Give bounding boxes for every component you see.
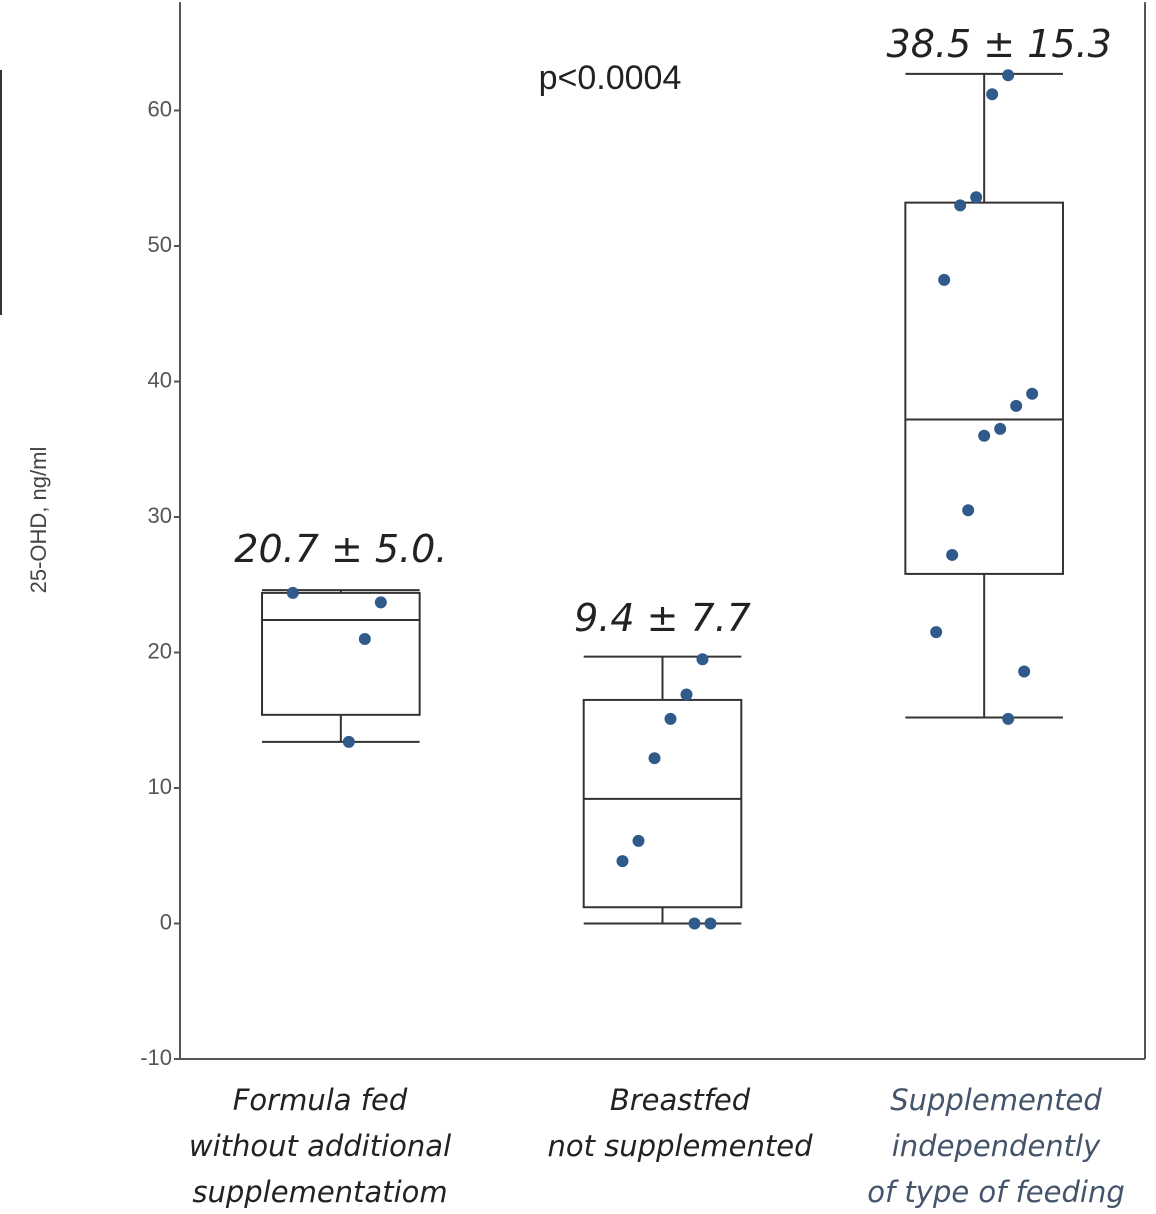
y-axis-label: 25-OHD, ng/ml bbox=[26, 447, 51, 594]
x-tick-label: independently bbox=[892, 1129, 1101, 1163]
data-point bbox=[1002, 712, 1015, 725]
data-point bbox=[632, 834, 645, 847]
data-point bbox=[930, 626, 943, 639]
data-point bbox=[986, 88, 999, 101]
box bbox=[261, 591, 421, 716]
annotation: 20.7 ± 5.0. bbox=[234, 527, 447, 571]
data-point bbox=[978, 429, 991, 442]
data-point bbox=[342, 735, 355, 748]
data-point bbox=[688, 917, 701, 930]
box bbox=[904, 201, 1064, 575]
data-point bbox=[664, 712, 677, 725]
x-tick-label: not supplemented bbox=[547, 1129, 813, 1163]
data-point bbox=[704, 917, 717, 930]
data-point bbox=[286, 586, 299, 599]
y-tick-label: -10 bbox=[140, 1045, 172, 1070]
data-point bbox=[1002, 69, 1015, 82]
y-tick-label: 0 bbox=[160, 909, 172, 934]
x-tick-label: of type of feeding bbox=[867, 1175, 1125, 1209]
data-point bbox=[374, 596, 387, 609]
data-point bbox=[994, 422, 1007, 435]
y-tick-label: 10 bbox=[148, 774, 172, 799]
x-tick-label: Breastfed bbox=[610, 1083, 751, 1117]
data-point bbox=[938, 273, 951, 286]
y-tick-label: 60 bbox=[148, 96, 172, 121]
y-tick-label: 50 bbox=[148, 232, 172, 257]
y-tick-label: 20 bbox=[148, 638, 172, 663]
data-point bbox=[680, 688, 693, 701]
x-tick-label: supplementatiom bbox=[192, 1175, 447, 1209]
y-tick-label: 30 bbox=[148, 503, 172, 528]
data-point bbox=[962, 504, 975, 517]
data-point bbox=[946, 548, 959, 561]
x-tick-label: Supplemented bbox=[890, 1083, 1102, 1117]
annotation: 38.5 ± 15.3 bbox=[887, 22, 1112, 66]
y-tick-label: 40 bbox=[148, 367, 172, 392]
data-point bbox=[1018, 665, 1031, 678]
annotation: 9.4 ± 7.7 bbox=[574, 596, 751, 640]
x-tick-label: without additional bbox=[189, 1129, 451, 1163]
data-point bbox=[696, 653, 709, 666]
box bbox=[582, 698, 743, 909]
data-point bbox=[1010, 399, 1023, 412]
p-value: p<0.0004 bbox=[539, 59, 682, 97]
data-point bbox=[648, 752, 661, 765]
x-tick-label: Formula fed bbox=[233, 1083, 408, 1117]
data-point bbox=[358, 632, 371, 645]
data-point bbox=[616, 855, 629, 868]
data-point bbox=[1026, 387, 1039, 400]
data-point bbox=[954, 199, 967, 212]
data-point bbox=[970, 191, 983, 204]
